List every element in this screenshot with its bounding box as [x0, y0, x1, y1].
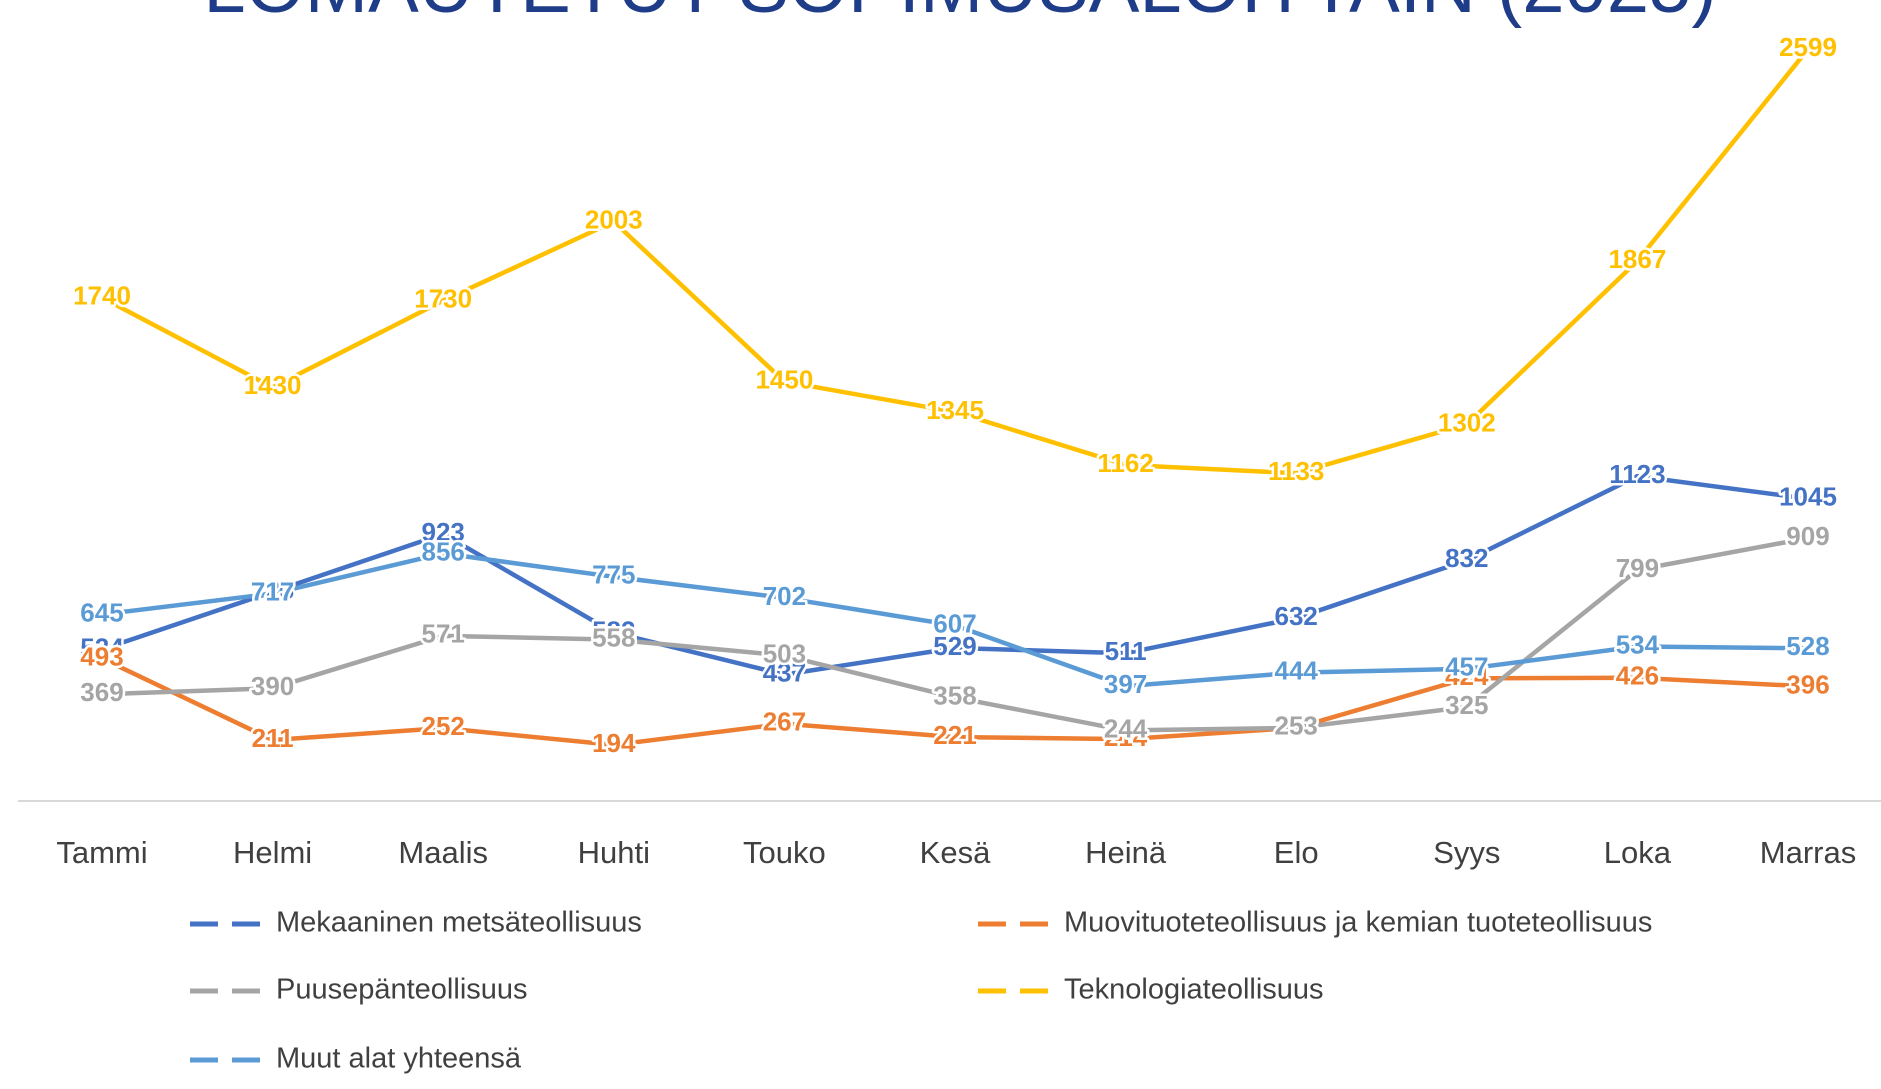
- data-label: 909: [1786, 521, 1829, 551]
- data-label: 717: [251, 576, 294, 606]
- legend-label: Muut alat yhteensä: [276, 1043, 522, 1075]
- data-label: 244: [1104, 713, 1148, 743]
- data-label: 645: [80, 597, 123, 627]
- data-label: 444: [1275, 655, 1319, 685]
- data-label: 607: [933, 608, 976, 638]
- legend-label: Teknologiateollisuus: [1064, 974, 1324, 1006]
- data-label: 211: [252, 723, 294, 753]
- data-label: 493: [80, 641, 123, 671]
- data-label: 1162: [1097, 448, 1153, 478]
- data-label: 397: [1104, 669, 1147, 699]
- data-label: 799: [1616, 553, 1659, 583]
- data-label: 775: [592, 560, 635, 590]
- data-label: 571: [422, 619, 465, 649]
- series-line: [101, 473, 1809, 677]
- data-label: 923: [422, 517, 465, 547]
- data-label: 2003: [585, 204, 643, 234]
- data-label: 1867: [1608, 244, 1666, 274]
- data-label: 1302: [1438, 407, 1496, 437]
- data-label: 528: [1786, 631, 1829, 661]
- data-label: 558: [592, 622, 635, 652]
- data-label: 1045: [1779, 482, 1837, 512]
- x-tick-label: Helmi: [233, 835, 312, 870]
- data-label: 702: [763, 581, 806, 611]
- data-label: 832: [1445, 543, 1488, 573]
- chart-title: LOMAUTETUT SOPIMUSALOITTAIN (2025): [203, 0, 1716, 29]
- data-label: 221: [933, 720, 976, 750]
- data-label: 503: [763, 638, 806, 668]
- data-label: 723: [251, 575, 294, 605]
- data-label: 1740: [73, 281, 131, 311]
- data-label: 582: [592, 616, 635, 646]
- x-tick-label: Kesä: [920, 835, 991, 870]
- data-label: 856: [422, 536, 465, 566]
- x-tick-label: Loka: [1604, 835, 1672, 870]
- series-line: [100, 47, 1810, 476]
- data-label: 2599: [1779, 32, 1837, 62]
- series-line: [101, 656, 1809, 748]
- x-tick-label: Touko: [743, 835, 826, 870]
- data-label: 369: [80, 677, 123, 707]
- data-label: 253: [1275, 711, 1318, 741]
- data-label: 1123: [1609, 459, 1665, 489]
- data-label: 632: [1275, 601, 1318, 631]
- data-label: 457: [1445, 652, 1488, 682]
- x-tick-label: Elo: [1274, 835, 1319, 870]
- series-line: [101, 551, 1809, 689]
- x-tick-label: Tammi: [56, 835, 147, 870]
- data-label: 1133: [1268, 456, 1324, 486]
- data-label: 1345: [926, 395, 984, 425]
- data-label: 325: [1445, 690, 1488, 720]
- x-tick-label: Syys: [1433, 835, 1500, 870]
- x-tick-label: Maalis: [398, 835, 488, 870]
- data-label: 358: [933, 680, 976, 710]
- data-label: 529: [933, 631, 976, 661]
- data-label: 214: [1104, 722, 1148, 752]
- data-label: 390: [251, 671, 294, 701]
- data-label: 511: [1105, 636, 1147, 666]
- x-tick-label: Heinä: [1085, 835, 1167, 870]
- data-label: 194: [592, 728, 636, 758]
- x-tick-label: Marras: [1760, 835, 1856, 870]
- data-label: 1430: [244, 370, 302, 400]
- legend-label: Puusepänteollisuus: [276, 974, 528, 1006]
- data-label: 253: [1275, 711, 1318, 741]
- data-label: 424: [1445, 661, 1489, 691]
- data-label: 1450: [755, 364, 813, 394]
- data-label: 524: [80, 632, 124, 662]
- data-label: 1730: [414, 283, 472, 313]
- data-label: 534: [1616, 629, 1660, 659]
- data-label: 267: [763, 707, 806, 737]
- data-label: 437: [763, 657, 806, 687]
- x-tick-label: Huhti: [578, 835, 650, 870]
- data-label: 426: [1616, 661, 1659, 691]
- legend-label: Muovituoteteollisuus ja kemian tuoteteol…: [1064, 907, 1652, 939]
- legend-label: Mekaaninen metsäteollisuus: [276, 907, 642, 939]
- data-label: 252: [422, 711, 465, 741]
- data-label: 396: [1786, 669, 1829, 699]
